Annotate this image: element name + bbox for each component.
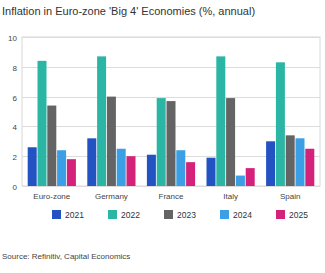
legend-swatch [220,210,229,219]
bar [28,147,37,186]
bar [176,150,185,186]
legend-swatch [52,210,61,219]
bar [276,62,285,186]
source: Source: Refinitiv, Capital Economics [2,252,130,261]
bar [246,168,255,186]
legend-swatch [108,210,117,219]
y-tick-label: 6 [13,94,18,103]
bar [87,138,96,186]
bar [127,156,136,186]
grid-line [22,37,320,38]
grid-line [22,186,320,187]
y-tick-label: 0 [13,183,18,192]
bar [157,98,166,186]
bar [216,56,225,186]
plot-frame [22,37,320,186]
chart: Inflation in Euro-zone 'Big 4' Economies… [0,0,325,273]
grid-line [22,97,320,98]
bar [305,149,314,186]
bar [107,97,116,186]
bar [117,149,126,186]
bar [236,176,245,186]
x-tick-label: Euro-zone [33,192,70,201]
legend-label: 2021 [65,210,84,220]
bar [296,138,305,186]
bar [57,150,66,186]
x-tick-label: France [159,192,184,201]
legend-swatch [276,210,285,219]
y-tick-label: 10 [8,34,17,43]
legend-label: 2022 [121,210,140,220]
bar [226,98,235,186]
x-tick-label: Germany [95,192,128,201]
title: Inflation in Euro-zone 'Big 4' Economies… [2,5,255,17]
bar [207,158,216,186]
y-tick-label: 4 [13,123,18,132]
legend-label: 2025 [289,210,308,220]
legend-label: 2023 [177,210,196,220]
y-tick-label: 8 [13,64,18,73]
bar [286,135,295,186]
bar [38,61,47,186]
bar [47,106,56,186]
bar [67,159,76,186]
bar [97,56,106,186]
legend-swatch [164,210,173,219]
bar [186,162,195,186]
bar [266,141,275,186]
y-tick-label: 2 [13,153,18,162]
grid-line [22,67,320,68]
x-tick-label: Spain [280,192,300,201]
legend-label: 2024 [233,210,252,220]
bar [147,155,156,186]
x-tick-label: Italy [223,192,238,201]
bar [167,101,176,186]
bars [28,56,315,186]
